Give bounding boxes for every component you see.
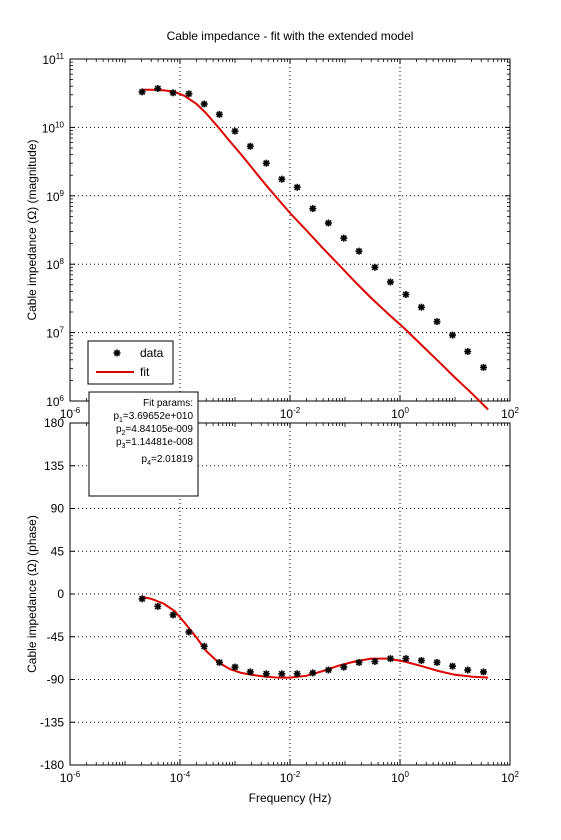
data-point <box>355 247 363 255</box>
y-tick-label: -90 <box>47 673 65 687</box>
phase-data-points <box>138 595 487 678</box>
data-point <box>293 183 301 191</box>
data-point <box>262 159 270 167</box>
data-point <box>293 670 301 678</box>
data-point <box>371 263 379 271</box>
fit-params-heading: Fit params: <box>143 398 193 409</box>
legend-label-fit: fit <box>140 365 150 379</box>
data-point <box>386 655 394 663</box>
data-point <box>371 658 379 665</box>
magnitude-y-axis-label: Cable impedance (Ω) (magnitude) <box>25 139 39 320</box>
magnitude-data-points <box>138 85 487 371</box>
y-tick-label: 0 <box>57 587 64 601</box>
fit-line <box>141 595 489 679</box>
data-point <box>231 663 239 671</box>
data-point <box>169 611 177 619</box>
phase-fit-line <box>141 595 489 679</box>
x-axis-label: Frequency (Hz) <box>249 791 332 805</box>
y-tick-label: 90 <box>51 502 65 516</box>
data-point <box>449 662 456 670</box>
fit-param-p1: p1=3.69652e+010 <box>113 411 193 424</box>
y-tick-label: -180 <box>40 758 64 772</box>
fit-param-p3: p3=1.14481e-008 <box>116 437 193 450</box>
data-point <box>402 655 410 663</box>
data-point <box>324 219 332 227</box>
fit-param-p4: p4=2.01819 <box>142 454 194 467</box>
data-point <box>154 602 162 610</box>
data-point <box>402 291 410 298</box>
data-point <box>262 670 270 678</box>
data-point <box>278 670 286 678</box>
fit-line <box>142 88 489 411</box>
data-point <box>278 175 286 183</box>
fit-params-frame <box>88 391 199 497</box>
legend-label-data: data <box>140 346 164 360</box>
fit-param-p2: p2=4.84105e-009 <box>116 424 193 437</box>
data-point <box>246 142 254 150</box>
data-point <box>215 110 223 118</box>
data-point <box>185 628 193 636</box>
y-tick-label: 45 <box>51 544 65 558</box>
data-point <box>154 85 162 92</box>
y-tick-label: 180 <box>44 416 64 430</box>
data-point <box>480 363 487 371</box>
chart-title: Cable impedance - fit with the extended … <box>167 29 414 43</box>
magnitude-grid <box>70 59 510 401</box>
data-point <box>417 303 425 311</box>
data-point <box>138 595 146 603</box>
y-tick-label: 135 <box>44 459 64 473</box>
data-point <box>215 658 223 666</box>
phase-y-axis-label: Cable impedance (Ω) (phase) <box>25 515 39 673</box>
data-point <box>138 88 146 96</box>
data-point <box>185 90 193 98</box>
data-point <box>355 658 363 666</box>
legend: data fit <box>87 340 174 385</box>
legend-data-marker <box>113 349 121 357</box>
data-point <box>309 205 317 213</box>
data-point <box>231 127 239 135</box>
fit-params-box: Fit params: p1=3.69652e+010 p2=4.84105e-… <box>88 391 199 497</box>
data-point <box>417 657 425 664</box>
data-point <box>246 668 254 676</box>
data-point <box>464 348 472 355</box>
data-point <box>340 663 348 671</box>
data-point <box>480 668 487 676</box>
y-tick-label: -45 <box>47 630 65 644</box>
data-point <box>200 100 208 108</box>
data-point <box>433 658 441 666</box>
data-point <box>200 642 208 650</box>
data-point <box>386 278 394 286</box>
data-point <box>449 331 456 339</box>
legend-box <box>87 340 174 385</box>
y-tick-label: -135 <box>40 715 64 729</box>
data-point <box>464 666 472 674</box>
data-point <box>169 89 177 97</box>
data-point <box>433 318 441 326</box>
magnitude-fit-line <box>142 88 489 411</box>
data-point <box>340 234 348 242</box>
data-point <box>309 669 317 677</box>
data-point <box>324 666 332 674</box>
